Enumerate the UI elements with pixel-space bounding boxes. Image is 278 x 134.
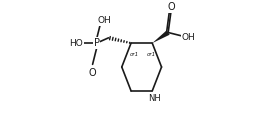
- Text: NH: NH: [148, 94, 161, 103]
- Text: OH: OH: [97, 16, 111, 25]
- Text: or1: or1: [147, 52, 155, 57]
- Text: OH: OH: [181, 33, 195, 42]
- Polygon shape: [152, 30, 170, 43]
- Text: P: P: [94, 38, 100, 48]
- Text: O: O: [168, 2, 175, 12]
- Text: or1: or1: [130, 52, 139, 57]
- Text: O: O: [88, 68, 96, 78]
- Text: HO: HO: [70, 39, 83, 48]
